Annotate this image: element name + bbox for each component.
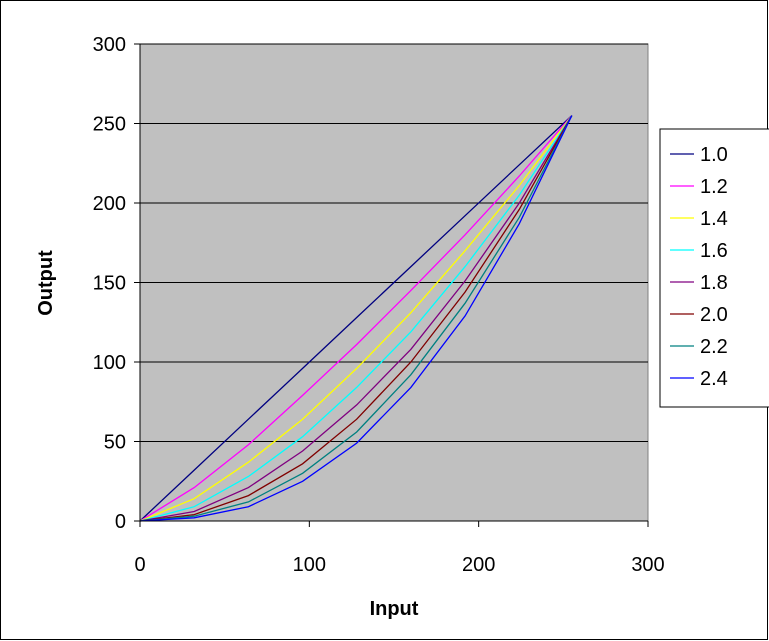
- y-tick-label-250: 250: [93, 114, 126, 136]
- legend-label-1.0: 1.0: [700, 144, 728, 166]
- y-tick-label-200: 200: [93, 193, 126, 215]
- x-tick-label-100: 100: [293, 554, 326, 576]
- series-line-1.0: [139, 115, 573, 522]
- y-tick-label-300: 300: [93, 34, 126, 56]
- legend-box: [659, 128, 769, 408]
- series-line-1.8: [139, 115, 573, 522]
- series-line-1.4: [139, 115, 573, 522]
- series-line-1.2: [139, 115, 573, 522]
- x-tick-label-300: 300: [631, 554, 664, 576]
- x-tick-label-200: 200: [462, 554, 495, 576]
- legend-label-1.2: 1.2: [700, 176, 728, 198]
- y-tick-labels: 0 50 100 150 200 250 300: [93, 34, 126, 533]
- x-tick-label-0: 0: [134, 554, 145, 576]
- legend-label-1.8: 1.8: [700, 272, 728, 294]
- x-axis-title: Input: [370, 598, 419, 620]
- series-line-2.4: [139, 115, 573, 522]
- legend-label-1.4: 1.4: [700, 208, 728, 230]
- legend-label-1.6: 1.6: [700, 240, 728, 262]
- series-line-2.2: [139, 115, 573, 522]
- legend-label-2.2: 2.2: [700, 336, 728, 358]
- y-tick-label-150: 150: [93, 273, 126, 295]
- legend-label-2.0: 2.0: [700, 304, 728, 326]
- y-tick-label-50: 50: [104, 432, 126, 454]
- y-tick-label-0: 0: [115, 511, 126, 533]
- y-axis-title: Output: [35, 250, 57, 316]
- series-lines: [139, 115, 573, 522]
- series-line-2.0: [139, 115, 573, 522]
- y-tick-label-100: 100: [93, 352, 126, 374]
- legend: 1.0 1.2 1.4 1.6 1.8 2.0 2.2 2.4: [659, 128, 769, 408]
- legend-label-2.4: 2.4: [700, 368, 728, 390]
- series-line-1.6: [139, 115, 573, 522]
- axes: [134, 43, 649, 527]
- x-tick-labels: 0 100 200 300: [134, 554, 664, 576]
